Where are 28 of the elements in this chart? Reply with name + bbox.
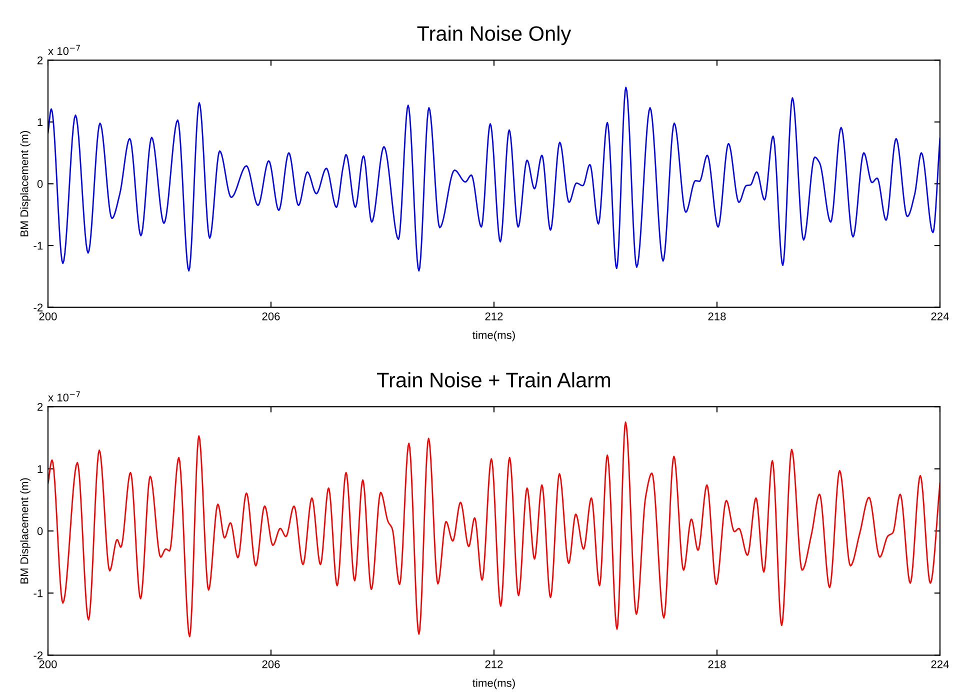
x-tick-label: 206	[262, 312, 280, 320]
y-tick-label: -1	[34, 242, 43, 250]
y-tick-label: 2	[38, 402, 43, 411]
x-tick-label: 224	[931, 660, 949, 668]
x-tick-label: 224	[931, 312, 949, 320]
y-tick-label: 0	[37, 180, 43, 188]
y-tick-label: 2	[38, 56, 43, 64]
y-tick-label: -2	[34, 304, 43, 312]
x-tick-label: 218	[708, 660, 726, 668]
y-tick-label: -2	[34, 651, 43, 660]
text: x 10$^{−7}$	[48, 391, 80, 402]
text: x 10$^{−7}$	[48, 44, 80, 55]
x-tick-label: 200	[39, 660, 57, 668]
chart-title: Train Noise Only	[417, 26, 572, 46]
x-tick-label: 218	[708, 312, 726, 320]
x-axis-title: time(ms)	[472, 678, 515, 690]
y-axis-title: BM Displacement (m)	[20, 131, 30, 236]
y-tick-label: 1	[38, 465, 43, 473]
x-tick-label: 206	[262, 660, 280, 668]
y-tick-label: 1	[38, 118, 43, 126]
y-tick-label: 0	[37, 527, 43, 536]
x-axis-title: time(ms)	[472, 330, 515, 342]
x-tick-label: 200	[39, 312, 57, 320]
y-axis-title: BM Displacement (m)	[20, 478, 30, 584]
x-tick-label: 212	[485, 660, 503, 668]
y-tick-label: -1	[34, 589, 43, 598]
x-tick-label: 212	[485, 312, 503, 320]
chart-title: Train Noise + Train Alarm	[377, 372, 610, 388]
